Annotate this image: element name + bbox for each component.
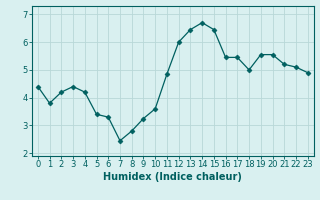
X-axis label: Humidex (Indice chaleur): Humidex (Indice chaleur)	[103, 172, 242, 182]
